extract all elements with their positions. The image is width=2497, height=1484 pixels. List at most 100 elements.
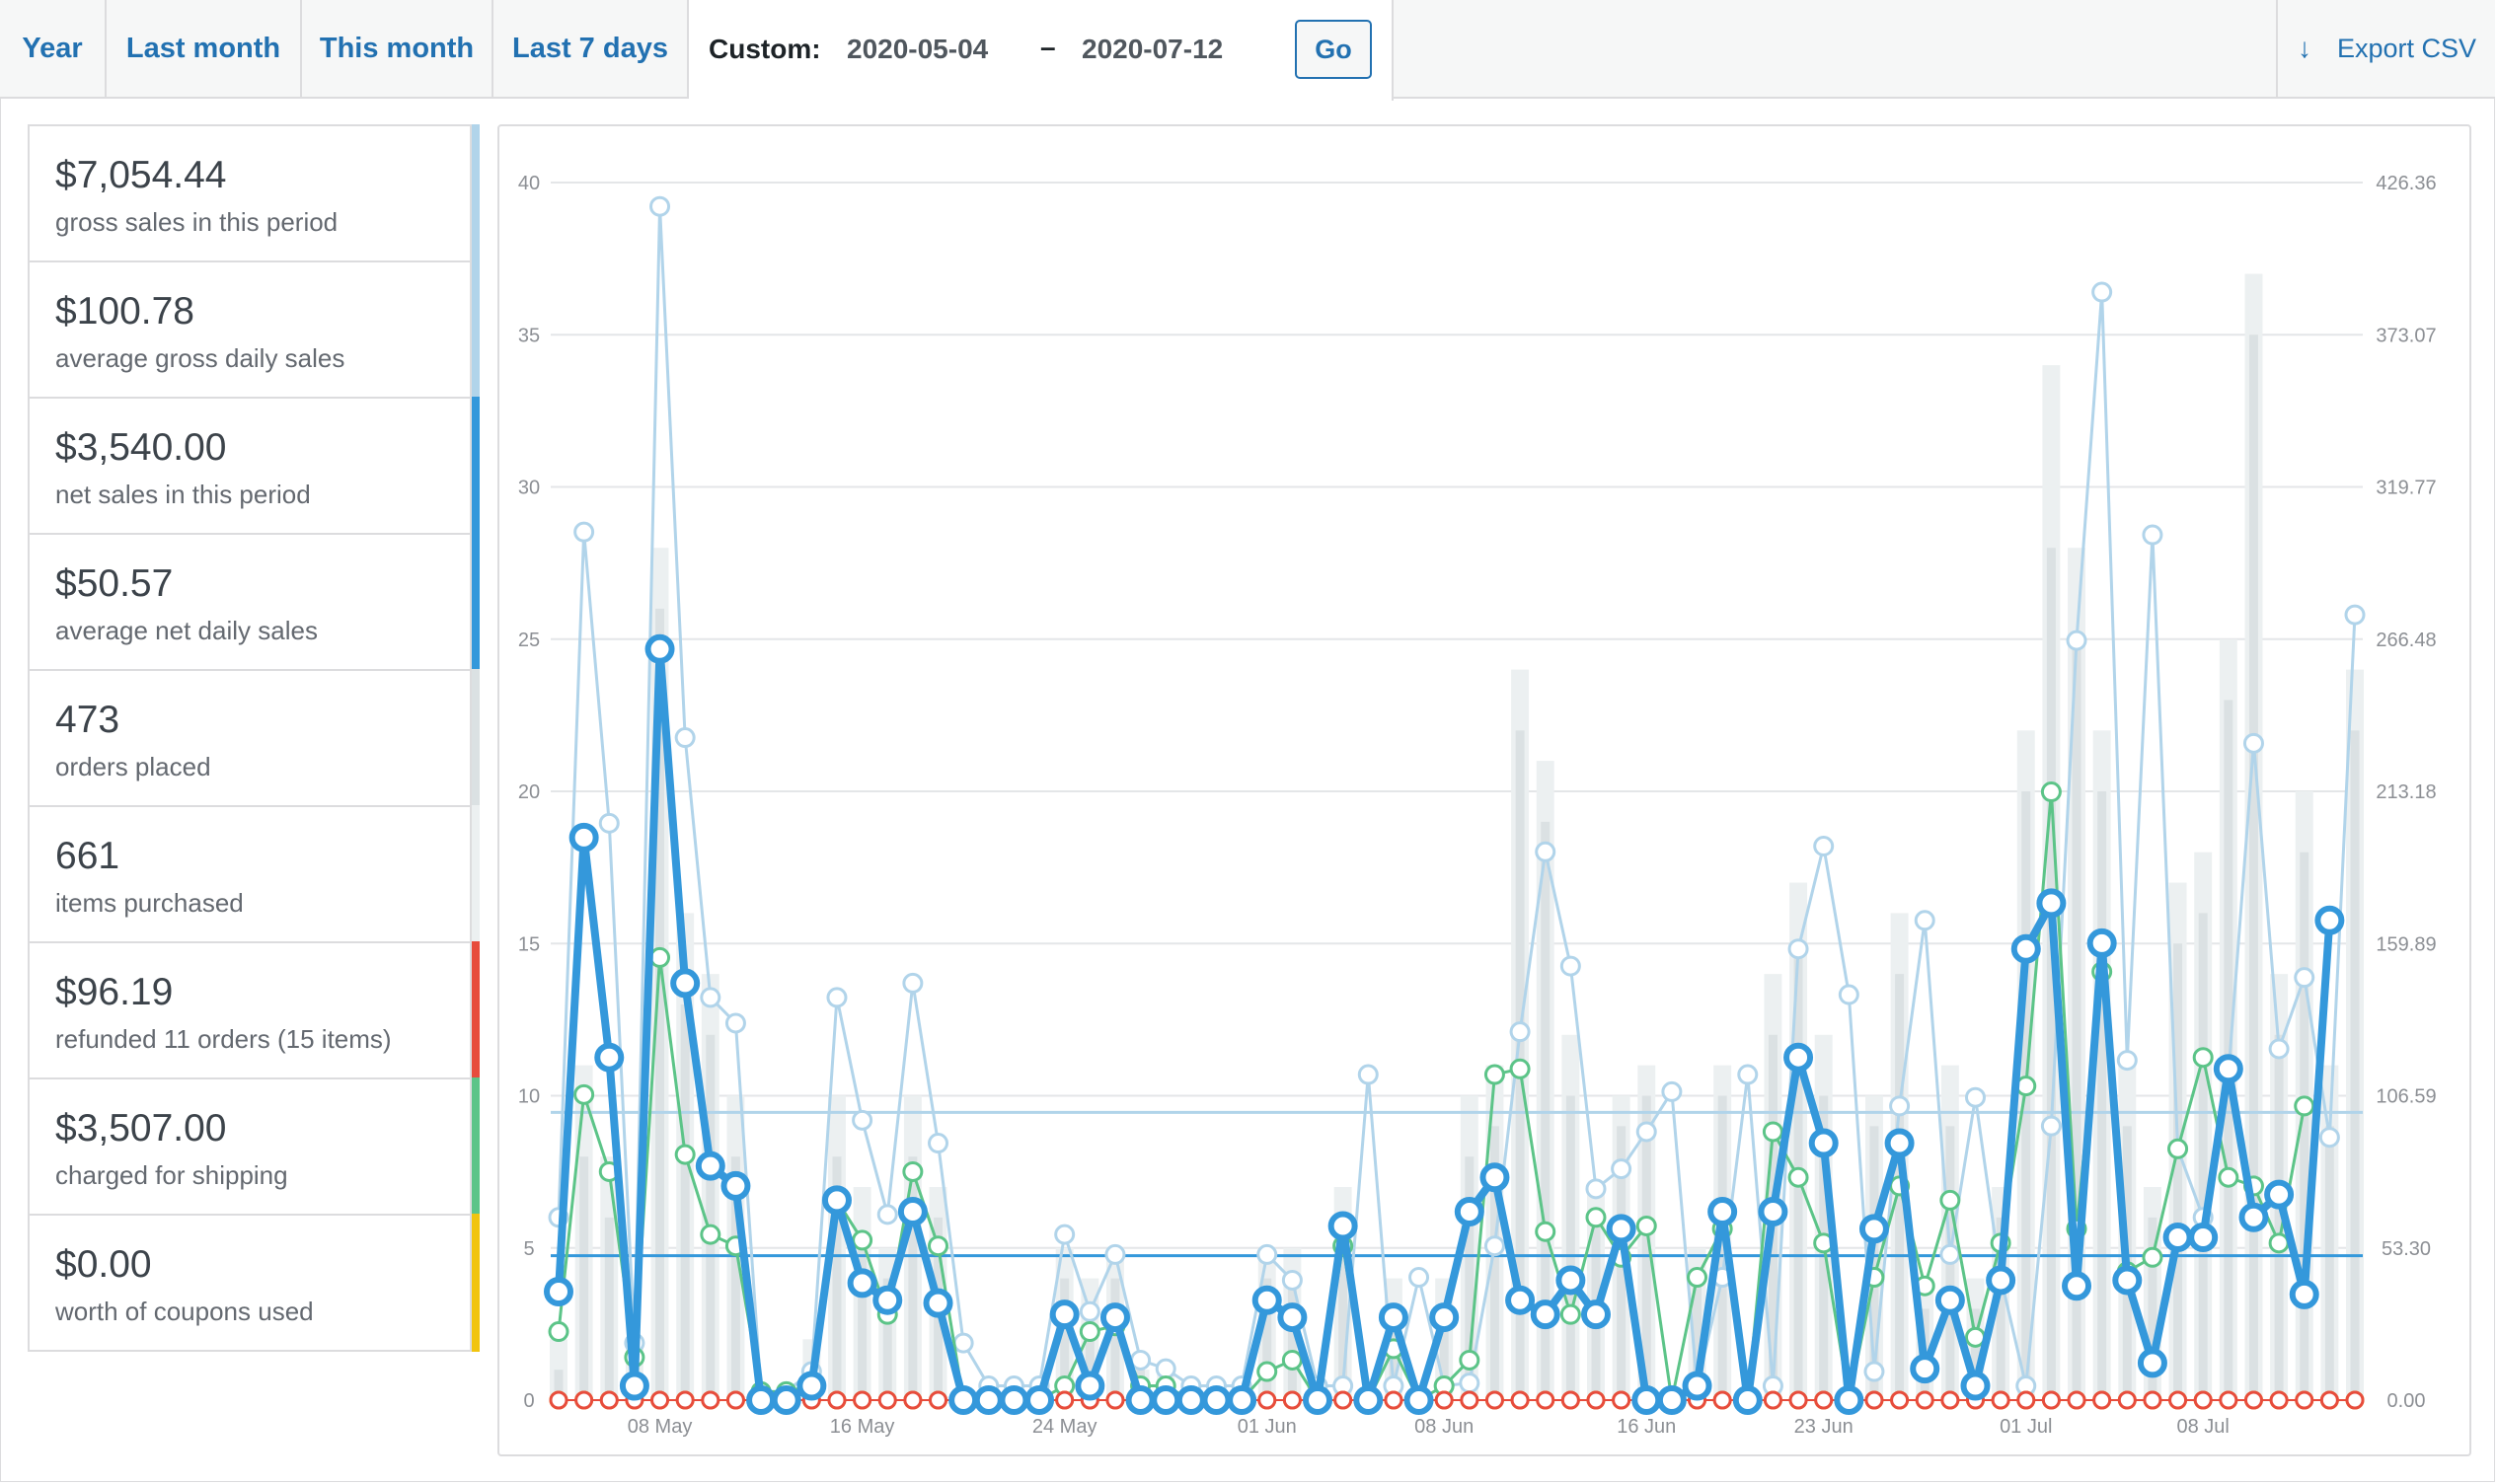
bar-orders-placed [1971,1308,1980,1400]
data-point-refunded [1814,1390,1834,1410]
bar-orders-placed [2072,638,2081,1400]
tab-this-month[interactable]: This month [302,0,493,97]
data-point-net-sales [2162,1223,2193,1253]
legend-item[interactable]: $50.57 average net daily sales [30,533,480,671]
data-point-refunded [1788,1390,1808,1410]
data-point-net-sales [1783,1042,1814,1073]
bar-orders-placed [1996,1217,2005,1400]
bar-orders-placed [730,1156,740,1400]
y-right-tick-label: 159.89 [2376,933,2436,955]
legend-item[interactable]: $96.19 refunded 11 orders (15 items) [30,941,480,1079]
data-point-gross-sales [1281,1269,1303,1291]
legend-item[interactable]: $3,540.00 net sales in this period [30,397,480,535]
data-point-charged-for-shipping [1281,1349,1303,1371]
data-point-net-sales [1530,1299,1560,1330]
legend-item[interactable]: $3,507.00 charged for shipping [30,1077,480,1216]
data-point-charged-for-shipping [1509,1058,1531,1079]
legend-description: worth of coupons used [55,1297,314,1326]
data-point-net-sales [2086,928,2117,958]
data-point-net-sales [1758,1196,1788,1226]
data-point-gross-sales [1155,1358,1176,1379]
download-arrow-icon: ↓ [2298,33,2311,63]
custom-range: Custom: 2020-05-04 – 2020-07-12 Go [689,0,1394,101]
data-point-refunded [1991,1390,2010,1410]
bar-orders-placed [2300,852,2309,1400]
data-point-gross-sales [826,987,848,1008]
bar-orders-placed [1489,1126,1499,1400]
sales-chart: 0 0.00 5 53.30 10 106.59 15 159.89 20 213.18 25 266… [497,124,2471,1456]
data-point-gross-sales [2294,967,2315,989]
x-tick-label: 08 May [628,1416,693,1438]
tab-last-month[interactable]: Last month [107,0,302,97]
data-point-refunded [1586,1390,1606,1410]
data-point-net-sales [1378,1302,1408,1333]
bar-orders-placed [1085,1308,1095,1400]
data-point-refunded [1384,1390,1403,1410]
legend-item[interactable]: $0.00 worth of coupons used [30,1214,480,1352]
data-point-gross-sales [2066,630,2087,651]
data-point-net-sales [720,1170,751,1201]
data-point-net-sales [1682,1371,1712,1401]
legend-item[interactable]: $7,054.44 gross sales in this period [30,124,480,262]
data-point-net-sales [1808,1128,1839,1158]
legend-item[interactable]: 473 orders placed [30,669,480,807]
data-point-net-sales [1075,1371,1105,1401]
data-point-refunded [675,1390,695,1410]
legend-amount: $3,540.00 [55,426,227,469]
data-point-charged-for-shipping [2040,781,2062,803]
data-point-refunded [1536,1390,1555,1410]
data-point-refunded [903,1390,923,1410]
data-point-net-sales [2112,1265,2143,1296]
legend-amount: $3,507.00 [55,1107,227,1150]
chart-svg: 0 0.00 5 53.30 10 106.59 15 159.89 20 213.18 25 266… [518,173,2437,1438]
start-date-input[interactable]: 2020-05-04 [847,34,989,64]
data-point-gross-sales [700,987,721,1008]
date-separator: – [1040,32,1056,62]
data-point-net-sales [2137,1348,2167,1378]
legend-amount: 661 [55,835,120,877]
y-left-tick-label: 40 [518,173,540,194]
data-point-refunded [2295,1390,2314,1410]
custom-label: Custom: [709,34,821,64]
data-point-net-sales [1834,1385,1864,1415]
data-point-refunded [2143,1390,2162,1410]
data-point-charged-for-shipping [1787,1166,1809,1188]
y-right-tick-label: 213.18 [2376,781,2436,803]
data-point-refunded [1864,1390,1884,1410]
go-button[interactable]: Go [1295,20,1372,79]
data-point-net-sales [568,822,599,853]
y-right-tick-label: 266.48 [2376,630,2436,651]
y-left-tick-label: 5 [523,1238,534,1260]
y-left-tick-label: 20 [518,781,540,803]
data-point-charged-for-shipping [928,1235,949,1257]
legend-color-bar [472,124,480,262]
data-point-net-sales [1227,1385,1257,1415]
data-point-net-sales [1303,1385,1333,1415]
end-date-input[interactable]: 2020-07-12 [1082,34,1224,64]
data-point-net-sales [1505,1285,1536,1315]
tab-last-7-days[interactable]: Last 7 days [493,0,689,97]
data-point-charged-for-shipping [1459,1349,1480,1371]
data-point-net-sales [948,1385,979,1415]
bar-orders-placed [1262,1278,1272,1400]
data-point-gross-sales [1357,1064,1379,1085]
legend-color-bar [472,1077,480,1216]
legend-color-bar [472,260,480,399]
data-point-refunded [2117,1390,2137,1410]
data-point-refunded [2219,1390,2238,1410]
legend-amount: $7,054.44 [55,154,227,196]
data-point-refunded [1712,1390,1732,1410]
legend-item[interactable]: $100.78 average gross daily sales [30,260,480,399]
data-point-gross-sales [1914,910,1935,931]
tab-year[interactable]: Year [0,0,107,97]
export-csv-button[interactable]: ↓ Export CSV [2276,0,2495,97]
data-point-net-sales [1732,1385,1763,1415]
legend-item[interactable]: 661 items purchased [30,805,480,943]
data-point-gross-sales [1509,1021,1531,1043]
data-point-gross-sales [573,521,595,543]
bar-orders-placed [2224,700,2233,1400]
data-point-gross-sales [1939,1243,1961,1265]
data-point-refunded [1434,1390,1454,1410]
data-point-charged-for-shipping [902,1160,924,1182]
bar-orders-placed [604,1217,614,1400]
